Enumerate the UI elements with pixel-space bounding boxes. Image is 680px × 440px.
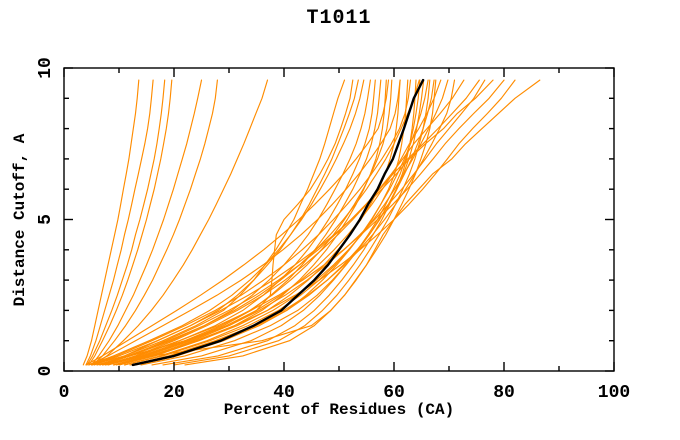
model-line (88, 79, 173, 366)
x-tick-label: 40 (273, 383, 295, 403)
model-line (151, 79, 421, 366)
y-tick-label: 5 (36, 214, 56, 225)
model-line (101, 79, 480, 366)
x-tick-label: 100 (598, 383, 630, 403)
model-line (101, 79, 376, 366)
model-line (90, 79, 203, 366)
model-line (88, 79, 401, 366)
highlighted-model-line (131, 78, 425, 367)
model-line (99, 79, 494, 366)
model-line (86, 79, 166, 366)
chart-title: T1011 (306, 7, 372, 30)
model-line (90, 79, 346, 366)
model-line (82, 79, 140, 366)
model-line (134, 79, 429, 366)
model-line (162, 79, 425, 366)
model-line (104, 79, 505, 366)
model-line (118, 79, 541, 366)
model-line (85, 79, 154, 366)
model-line (90, 79, 412, 366)
y-tick-label: 10 (36, 57, 56, 79)
y-axis-title: Distance Cutoff, A (11, 133, 29, 307)
model-line (115, 79, 516, 366)
model-line (85, 79, 390, 366)
model-line (129, 79, 417, 366)
y-tick-label: 0 (36, 366, 56, 377)
x-tick-label: 80 (493, 383, 515, 403)
model-line (93, 79, 269, 366)
model-line (118, 79, 486, 366)
x-tick-label: 20 (163, 383, 185, 403)
model-line (96, 79, 420, 366)
model-line (184, 79, 437, 366)
model-line (104, 79, 393, 366)
model-line (107, 79, 465, 366)
model-line (140, 79, 435, 366)
model-line (92, 79, 218, 366)
x-tick-label: 60 (383, 383, 405, 403)
model-line (88, 79, 365, 366)
x-axis-title: Percent of Residues (CA) (223, 401, 455, 419)
x-tick-label: 0 (59, 383, 70, 403)
model-line (107, 79, 382, 366)
